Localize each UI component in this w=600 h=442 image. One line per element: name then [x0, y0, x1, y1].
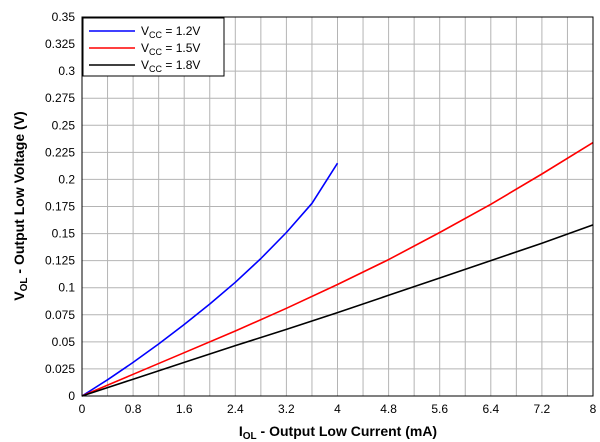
y-tick-label: 0.2	[58, 172, 75, 186]
plot-frame	[81, 16, 594, 397]
y-tick-label: 0.3	[58, 64, 75, 78]
x-tick-label: 2.4	[227, 402, 244, 416]
x-tick-labels: 0 0.8 1.6 2.4 3.2 4 4.8 5.6 6.4 7.2 8	[79, 402, 597, 416]
series-lines	[81, 141, 594, 397]
x-tick-label: 8	[590, 402, 597, 416]
legend-label-2: VCC = 1.5V	[141, 41, 200, 57]
y-tick-label: 0.125	[45, 254, 75, 268]
legend-label-1: VCC = 1.2V	[141, 24, 200, 40]
x-tick-label: 1.6	[176, 402, 193, 416]
series-line-2	[81, 141, 594, 397]
y-tick-label: 0.175	[45, 200, 75, 214]
y-tick-label: 0.1	[58, 281, 75, 295]
x-tick-label: 0	[79, 402, 86, 416]
legend-box	[82, 17, 225, 77]
series-line-1	[81, 162, 339, 397]
y-tick-label: 0.225	[45, 145, 75, 159]
y-tick-label: 0.35	[52, 10, 76, 24]
y-tick-label: 0	[68, 389, 75, 403]
y-tick-labels: 0 0.025 0.05 0.075 0.1 0.125 0.15 0.175 0.2 0.225…	[45, 10, 75, 403]
y-tick-label: 0.075	[45, 308, 75, 322]
y-tick-label: 0.025	[45, 362, 75, 376]
y-tick-label: 0.15	[52, 227, 76, 241]
x-tick-label: 7.2	[534, 402, 551, 416]
x-tick-label: 0.8	[125, 402, 142, 416]
y-tick-label: 0.05	[52, 335, 76, 349]
x-tick-label: 5.6	[431, 402, 448, 416]
x-axis-title: IOL - Output Low Current (mA)	[239, 423, 437, 442]
x-tick-label: 4	[334, 402, 341, 416]
x-tick-label: 3.2	[278, 402, 295, 416]
legend-label-3: VCC = 1.8V	[141, 58, 200, 74]
x-tick-label: 4.8	[380, 402, 397, 416]
x-tick-label: 6.4	[482, 402, 499, 416]
y-tick-label: 0.325	[45, 37, 75, 51]
series-line-3	[81, 224, 594, 397]
y-axis-title: VOL - Output Low Voltage (V)	[11, 111, 30, 300]
y-tick-label: 0.25	[52, 118, 76, 132]
grid	[82, 17, 593, 396]
y-tick-label: 0.275	[45, 91, 75, 105]
